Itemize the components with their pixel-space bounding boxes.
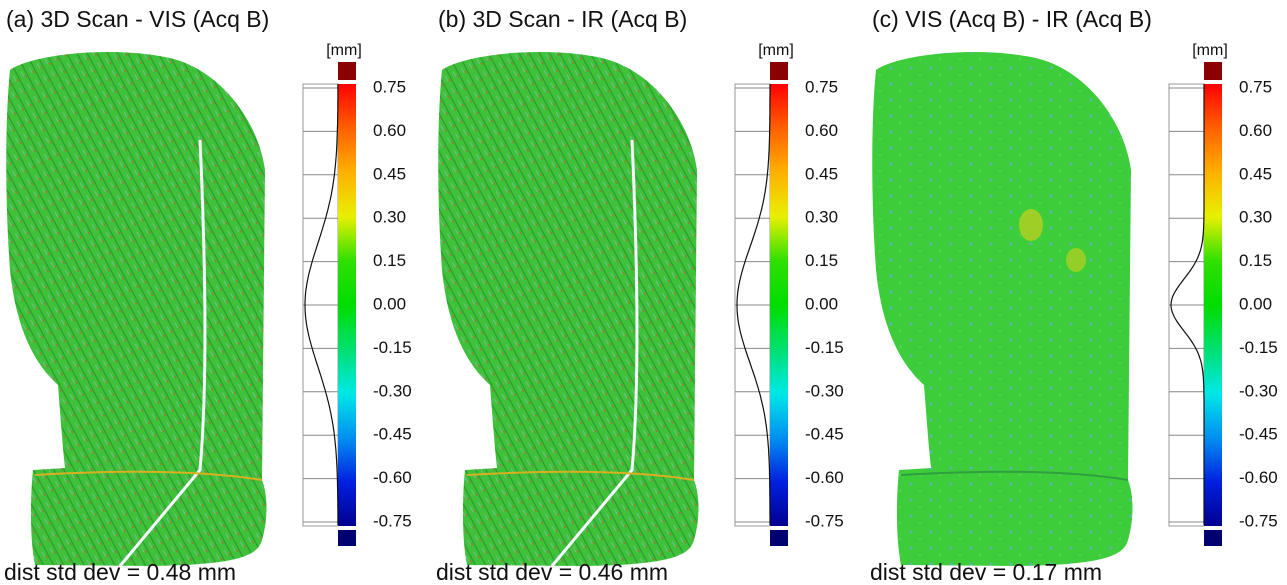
tick-label: 0.45 (373, 164, 406, 183)
tick-label: 0.30 (1239, 208, 1272, 227)
tick-label: 0.00 (1239, 294, 1272, 313)
tick-label: 0.75 (373, 77, 406, 96)
scan-surface (872, 51, 1133, 566)
tick-label: -0.60 (373, 468, 412, 487)
seam (34, 470, 263, 481)
overflow-high (770, 62, 788, 80)
unit-label: [mm] (758, 42, 794, 59)
crack (118, 139, 207, 567)
colorbar (338, 84, 356, 526)
distribution-curve (304, 84, 339, 525)
tick-label: -0.75 (1239, 511, 1278, 530)
overflow-low (338, 530, 356, 546)
seam (466, 470, 695, 481)
tick-label: 0.15 (373, 251, 406, 270)
tick-label: -0.30 (805, 381, 844, 400)
overflow-low (1204, 530, 1222, 546)
tick-label: 0.75 (805, 77, 838, 96)
tick-label: 0.60 (805, 121, 838, 140)
tick-label: -0.15 (1239, 338, 1278, 357)
colorbar (770, 84, 788, 526)
tick-label: 0.45 (805, 164, 838, 183)
hotspot (1019, 209, 1043, 241)
colorbar (1204, 84, 1222, 526)
distribution-curve (1170, 84, 1205, 525)
tick-label: -0.75 (805, 511, 844, 530)
tick-label: 0.60 (373, 121, 406, 140)
tick-label: -0.75 (373, 511, 412, 530)
seam (900, 470, 1129, 481)
overflow-low (770, 530, 788, 546)
tick-label: 0.60 (1239, 121, 1272, 140)
unit-label: [mm] (1192, 42, 1228, 59)
tick-label: 0.00 (373, 294, 406, 313)
tick-label: -0.45 (1239, 425, 1278, 444)
tick-label: -0.30 (373, 381, 412, 400)
overflow-high (1204, 62, 1222, 80)
overflow-high (338, 62, 356, 80)
tick-label: -0.15 (373, 338, 412, 357)
panel-title: (b) 3D Scan - IR (Acq B) (438, 6, 687, 32)
crack (550, 139, 639, 567)
panel-title: (a) 3D Scan - VIS (Acq B) (6, 6, 269, 32)
panel-title: (c) VIS (Acq B) - IR (Acq B) (872, 6, 1152, 32)
tick-label: -0.45 (805, 425, 844, 444)
scan-surface (6, 51, 267, 566)
tick-label: 0.15 (1239, 251, 1272, 270)
tick-label: -0.45 (373, 425, 412, 444)
panel: (c) VIS (Acq B) - IR (Acq B) [mm] 0.75 0.60… (870, 6, 1278, 585)
tick-label: 0.45 (1239, 164, 1272, 183)
unit-label: [mm] (326, 42, 362, 59)
tick-label: 0.30 (805, 208, 838, 227)
tick-label: -0.60 (1239, 468, 1278, 487)
tick-label: 0.30 (373, 208, 406, 227)
tick-label: 0.00 (805, 294, 838, 313)
caption: dist std dev = 0.17 mm (870, 559, 1102, 585)
tick-label: -0.60 (805, 468, 844, 487)
hotspot (1066, 248, 1086, 272)
distribution-curve (736, 84, 771, 525)
panel: (b) 3D Scan - IR (Acq B) [mm] 0.75 0.60 0.45… (436, 6, 844, 585)
panel: (a) 3D Scan - VIS (Acq B) [mm] 0.75 0.60 0.4… (4, 6, 412, 585)
tick-label: 0.75 (1239, 77, 1272, 96)
tick-label: -0.30 (1239, 381, 1278, 400)
caption: dist std dev = 0.48 mm (4, 559, 236, 585)
scan-surface (438, 51, 699, 566)
tick-label: 0.15 (805, 251, 838, 270)
tick-label: -0.15 (805, 338, 844, 357)
caption: dist std dev = 0.46 mm (436, 559, 668, 585)
